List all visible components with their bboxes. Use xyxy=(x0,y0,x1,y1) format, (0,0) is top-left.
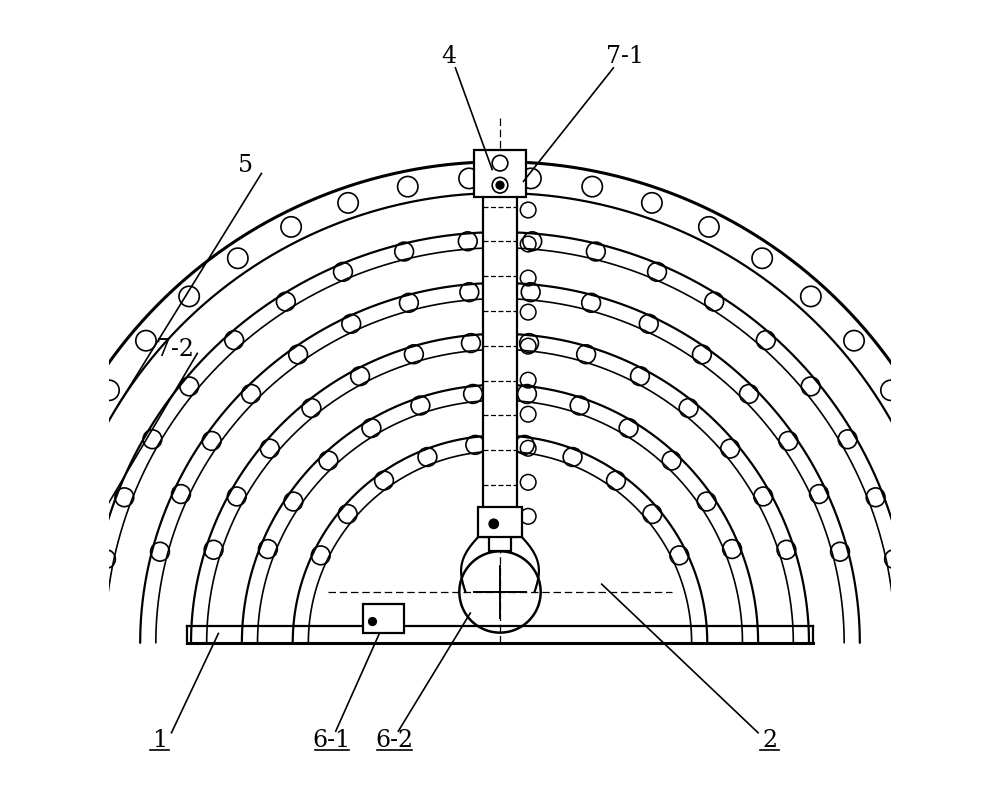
Bar xyxy=(363,604,404,633)
Text: 7-2: 7-2 xyxy=(156,338,194,361)
Bar xyxy=(489,526,511,551)
Text: 5: 5 xyxy=(238,154,253,177)
Bar xyxy=(478,507,522,537)
Text: 4: 4 xyxy=(442,45,457,68)
Text: 2: 2 xyxy=(762,729,777,752)
Text: 7-1: 7-1 xyxy=(606,45,644,68)
Text: 6-1: 6-1 xyxy=(313,729,351,752)
Circle shape xyxy=(369,618,376,626)
Circle shape xyxy=(489,519,498,528)
Circle shape xyxy=(496,181,504,189)
Text: 6-2: 6-2 xyxy=(375,729,413,752)
Bar xyxy=(483,189,517,537)
Text: 1: 1 xyxy=(152,729,167,752)
Bar xyxy=(474,150,526,197)
